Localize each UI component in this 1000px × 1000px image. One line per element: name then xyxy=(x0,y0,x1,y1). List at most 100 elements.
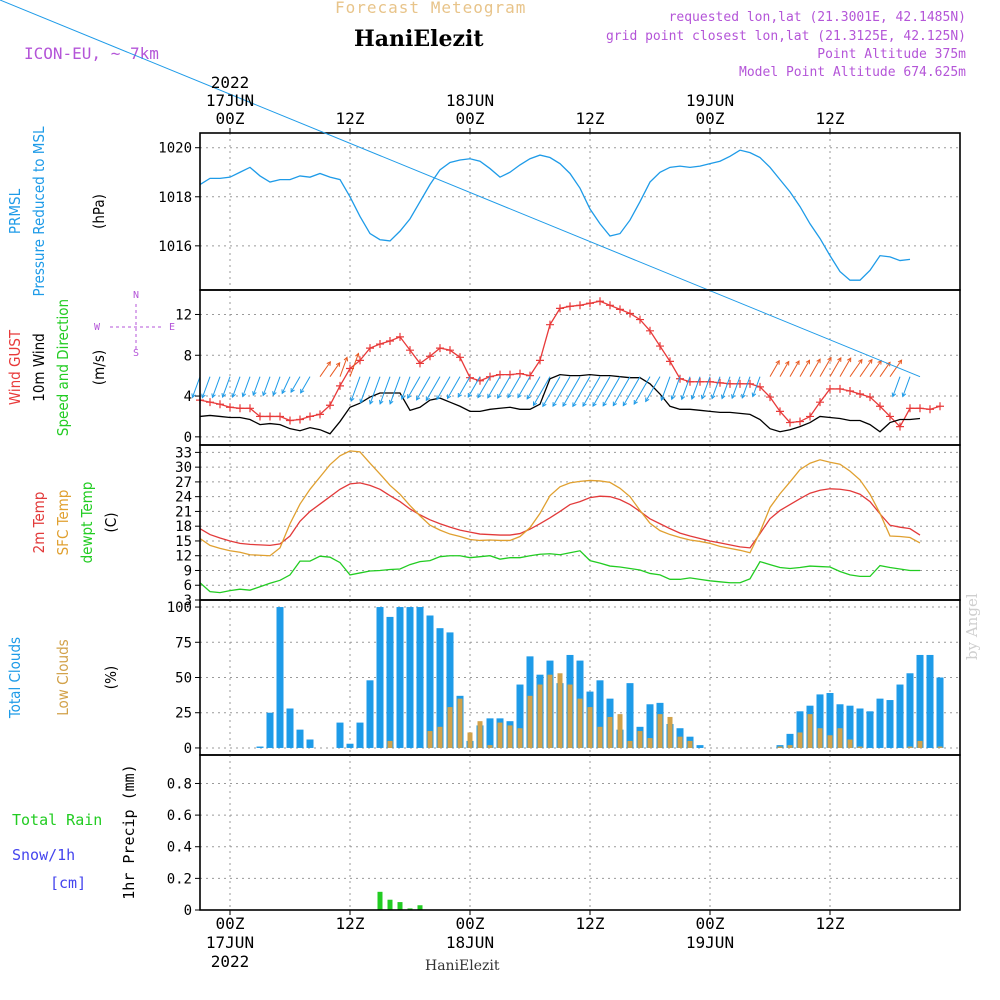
gust-marker xyxy=(586,299,594,308)
low-bar xyxy=(787,745,793,748)
wind-arrow-head xyxy=(211,393,216,399)
wind-arrow xyxy=(752,376,761,397)
ytick-label: 12 xyxy=(175,549,192,565)
ytick-label: 1016 xyxy=(158,239,192,255)
wind-arrow xyxy=(425,376,441,401)
panel-clouds: 0 25 50 75 100 Total Clouds Low Clouds (%) xyxy=(6,599,961,757)
point-altitude: Point Altitude 375m xyxy=(817,47,966,62)
rain-label: Total Rain xyxy=(12,811,102,829)
gust-marker xyxy=(656,342,664,351)
top-time-label: 00Z xyxy=(216,109,245,128)
wind-arrow-head xyxy=(326,360,331,366)
total-bar xyxy=(786,733,794,748)
low-bar xyxy=(907,746,913,748)
gust-marker xyxy=(306,412,314,421)
panel-label: SFC Temp xyxy=(54,490,72,556)
gust-marker xyxy=(796,417,804,426)
wind-arrow xyxy=(192,376,201,398)
compass-s: S xyxy=(133,348,139,359)
wind-arrow-head xyxy=(680,395,686,401)
wind-arrow-head xyxy=(262,391,267,397)
panel-label: Total Clouds xyxy=(6,637,24,719)
ytick-label: 0.2 xyxy=(167,871,192,887)
wind-arrow-head xyxy=(751,392,757,398)
wind-arrow xyxy=(809,358,821,377)
wind-arrow-head xyxy=(592,402,597,408)
wind-arrow-head xyxy=(741,393,746,399)
location-name: HaniElezit xyxy=(354,26,484,52)
ytick-label: 0.8 xyxy=(167,776,192,792)
compass-rose xyxy=(110,304,162,350)
low-bar xyxy=(607,716,613,748)
footer-location: HaniElezit xyxy=(425,958,500,974)
low-bar xyxy=(667,716,673,748)
compass-e: E xyxy=(169,322,175,333)
wind-arrow-head xyxy=(670,395,676,401)
gust-marker xyxy=(296,415,304,424)
total-bar xyxy=(386,616,394,748)
low-bar xyxy=(487,745,493,748)
low-bar xyxy=(497,722,503,748)
wind-arrow-head xyxy=(407,394,412,399)
panel-frame xyxy=(199,754,961,911)
rain-bar xyxy=(387,899,393,910)
wind-arrow xyxy=(902,376,911,397)
wind-arrow xyxy=(741,376,751,399)
wind-arrow-head xyxy=(507,393,512,399)
wind-arrow xyxy=(349,353,359,377)
wind-arrow xyxy=(329,362,341,377)
total-bar xyxy=(436,628,444,748)
gust-marker xyxy=(866,393,874,402)
total-bar xyxy=(286,708,294,748)
wind-arrow xyxy=(517,376,531,398)
compass-n: N xyxy=(133,290,139,301)
wind-arrow-head xyxy=(700,394,706,400)
grid-point-coordinates: grid point closest lon,lat (21.3125E, 42… xyxy=(605,29,966,44)
total-bar xyxy=(356,722,364,748)
gust-marker xyxy=(636,315,644,324)
gust-marker xyxy=(666,357,674,366)
ytick-label: 0.4 xyxy=(167,840,192,856)
chart-title: Forecast Meteogram xyxy=(335,0,527,17)
low-bar xyxy=(457,698,463,748)
ytick-label: 75 xyxy=(175,635,192,651)
gust-marker xyxy=(556,304,564,313)
wind-arrow xyxy=(691,376,701,400)
wind-arrow-head xyxy=(477,393,482,399)
wind-arrow xyxy=(201,376,211,398)
wind-arrow xyxy=(401,376,411,400)
wind-arrow-head xyxy=(897,359,903,365)
low-bar xyxy=(837,728,843,748)
ytick-label: 4 xyxy=(184,389,192,405)
ytick-label: 21 xyxy=(175,504,192,520)
gust-marker xyxy=(696,377,704,386)
low-bar xyxy=(807,714,813,748)
wind-arrow-head xyxy=(231,393,236,399)
gust-marker xyxy=(216,400,224,409)
wind-arrow xyxy=(300,376,311,394)
gust-marker xyxy=(606,301,614,310)
wind-arrow-head xyxy=(847,357,852,363)
wind-arrow xyxy=(272,376,281,396)
compass-w: W xyxy=(94,322,101,333)
gust-marker xyxy=(676,374,684,383)
wind-arrow-head xyxy=(272,391,277,397)
panel-label: PRMSL xyxy=(6,188,24,234)
low-bar xyxy=(517,728,523,748)
low-bar xyxy=(467,732,473,748)
gust-marker xyxy=(426,352,434,361)
low-bar xyxy=(937,746,943,748)
gust-marker xyxy=(466,373,474,382)
wind-arrow xyxy=(281,376,291,394)
wind-arrow-head xyxy=(497,394,502,399)
panel-label: (C) xyxy=(102,513,120,533)
wind-arrow xyxy=(582,376,601,407)
wind-arrow xyxy=(779,361,790,377)
wind-arrow xyxy=(369,376,381,405)
wind-arrow-head xyxy=(901,392,907,398)
ytick-label: 24 xyxy=(175,490,192,506)
gust-marker xyxy=(336,381,344,390)
ytick-label: 15 xyxy=(175,534,192,550)
wind-arrow xyxy=(819,357,832,377)
total-bar xyxy=(516,684,524,748)
